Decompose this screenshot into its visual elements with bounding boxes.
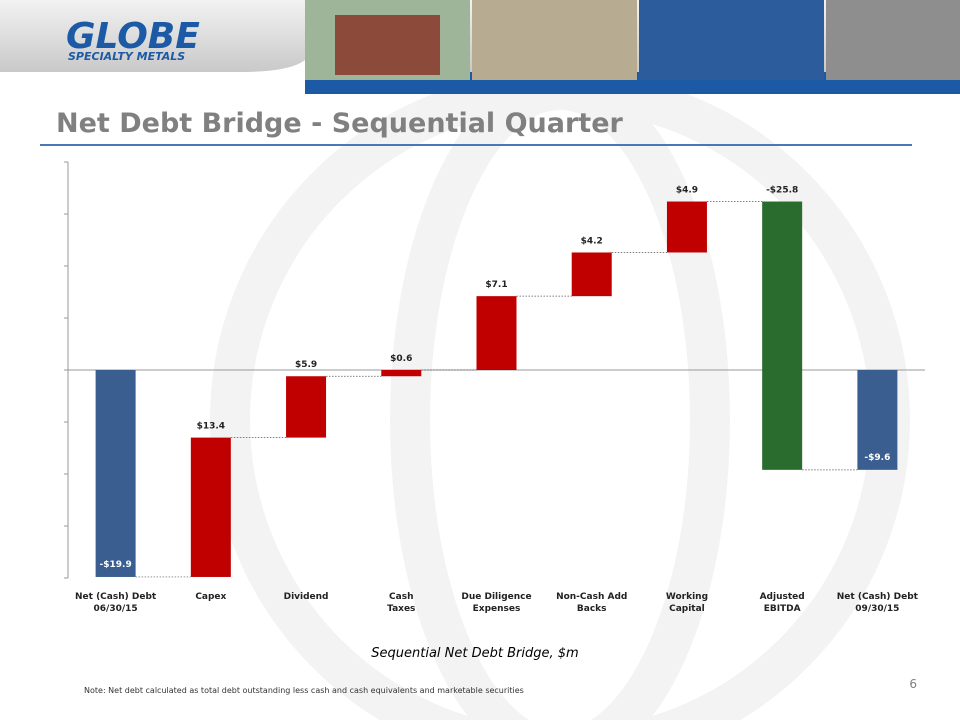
bar xyxy=(190,437,231,577)
x-tick-label: Cash Taxes xyxy=(387,592,416,614)
value-label: $5.9 xyxy=(295,360,317,370)
x-tick-label: Net (Cash) Debt 09/30/15 xyxy=(836,592,918,614)
x-tick-label: Capex xyxy=(195,592,227,602)
value-label: -$19.9 xyxy=(100,560,132,570)
value-label: -$9.6 xyxy=(864,453,890,463)
header-white xyxy=(0,76,305,94)
photo-house-wall xyxy=(335,15,440,75)
bar xyxy=(762,201,803,470)
value-label: $4.9 xyxy=(676,186,698,196)
bar xyxy=(286,376,327,438)
value-label: $7.1 xyxy=(485,280,507,290)
slide-title: Net Debt Bridge - Sequential Quarter xyxy=(56,108,624,139)
x-tick-label: Adjusted EBITDA xyxy=(759,592,805,614)
chart-caption: Sequential Net Debt Bridge, $m xyxy=(371,646,578,661)
x-tick-label: Due Diligence Expenses xyxy=(461,592,532,614)
value-label: $4.2 xyxy=(581,236,603,246)
logo-subtitle: SPECIALTY METALS xyxy=(68,50,185,63)
bar xyxy=(95,370,136,577)
x-tick-label: Non-Cash Add Backs xyxy=(556,592,628,614)
x-tick-label: Dividend xyxy=(283,592,329,602)
x-tick-label: Net (Cash) Debt 06/30/15 xyxy=(75,592,157,614)
footnote: Note: Net debt calculated as total debt … xyxy=(84,686,524,695)
logo-title: GLOBE xyxy=(66,16,200,57)
bar xyxy=(857,370,898,470)
bar xyxy=(571,252,612,297)
value-label: -$25.8 xyxy=(766,186,798,196)
bar xyxy=(381,370,422,377)
value-label: $13.4 xyxy=(197,422,225,432)
value-label: $0.6 xyxy=(390,354,412,364)
photo-rocks xyxy=(826,0,960,80)
bar xyxy=(476,296,517,370)
page-number: 6 xyxy=(909,677,917,691)
x-tick-label: Working Capital xyxy=(665,592,709,614)
bar xyxy=(666,201,707,253)
photo-car xyxy=(472,0,637,80)
photo-solar xyxy=(639,0,824,80)
